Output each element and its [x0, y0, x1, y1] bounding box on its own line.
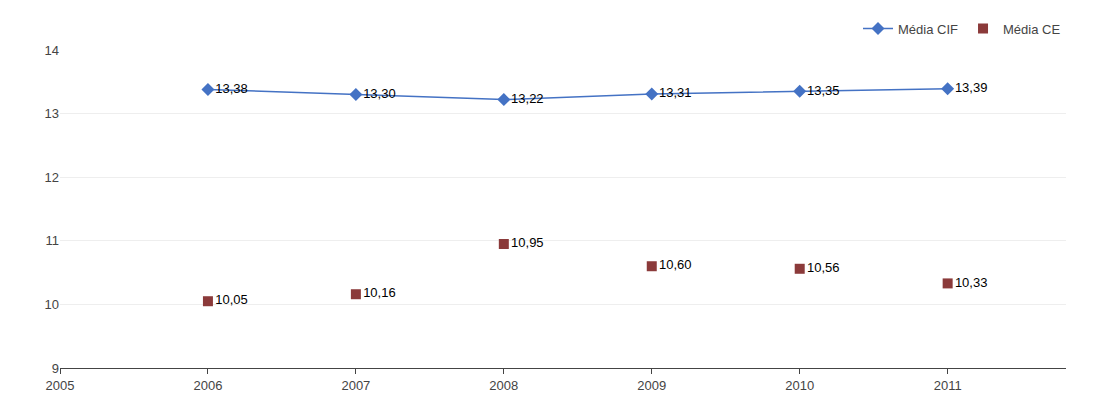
svg-text:13,31: 13,31 [659, 85, 692, 100]
svg-text:2006: 2006 [193, 378, 222, 393]
svg-text:11: 11 [46, 233, 60, 248]
svg-text:13: 13 [45, 106, 59, 121]
svg-text:10,16: 10,16 [363, 285, 396, 300]
svg-text:Média CIF: Média CIF [898, 22, 958, 37]
svg-text:10,56: 10,56 [807, 260, 840, 275]
svg-text:10,33: 10,33 [955, 275, 988, 290]
svg-text:2008: 2008 [489, 378, 518, 393]
svg-text:2010: 2010 [785, 378, 814, 393]
svg-text:13,38: 13,38 [215, 81, 248, 96]
svg-text:10,95: 10,95 [511, 235, 544, 250]
svg-text:13,22: 13,22 [511, 91, 544, 106]
svg-text:2007: 2007 [341, 378, 370, 393]
svg-text:9: 9 [52, 361, 59, 376]
svg-text:2009: 2009 [637, 378, 666, 393]
svg-text:13,35: 13,35 [807, 83, 840, 98]
svg-text:Média CE: Média CE [1003, 22, 1060, 37]
svg-text:10,05: 10,05 [215, 292, 248, 307]
svg-text:10: 10 [45, 297, 59, 312]
svg-text:2011: 2011 [934, 378, 962, 393]
svg-text:14: 14 [45, 43, 59, 58]
svg-text:12: 12 [45, 170, 59, 185]
svg-text:2005: 2005 [46, 378, 75, 393]
svg-text:13,30: 13,30 [363, 86, 396, 101]
svg-text:10,60: 10,60 [659, 257, 692, 272]
svg-text:13,39: 13,39 [955, 80, 988, 95]
